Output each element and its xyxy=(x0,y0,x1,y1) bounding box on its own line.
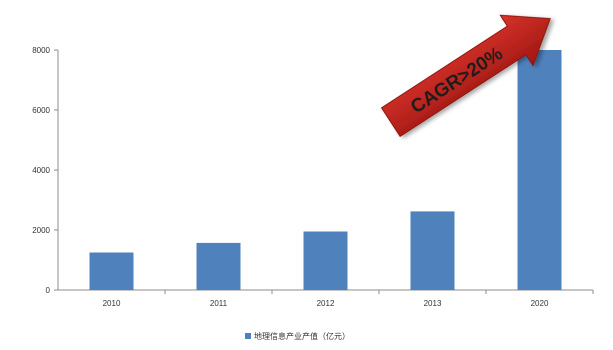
x-tick-label: 2011 xyxy=(210,299,228,308)
y-tick-label: 0 xyxy=(46,286,51,295)
legend: 地理信息产业产值（亿元） xyxy=(245,331,350,341)
bar-2020 xyxy=(517,50,562,290)
y-tick-label: 6000 xyxy=(32,106,50,115)
x-tick-label: 2020 xyxy=(531,299,549,308)
bar-2013 xyxy=(410,211,455,290)
arrow-shape xyxy=(380,14,551,138)
legend-label: 地理信息产业产值（亿元） xyxy=(254,331,350,341)
x-tick-label: 2012 xyxy=(317,299,335,308)
x-tick-label: 2010 xyxy=(103,299,121,308)
legend-swatch xyxy=(245,333,251,339)
y-tick-label: 2000 xyxy=(32,226,50,235)
x-tick-label: 2013 xyxy=(424,299,442,308)
bar-2011 xyxy=(196,242,241,290)
y-tick-label: 4000 xyxy=(32,166,50,175)
bar-2010 xyxy=(89,252,134,290)
bar-2012 xyxy=(303,231,348,290)
y-tick-label: 8000 xyxy=(32,46,50,55)
